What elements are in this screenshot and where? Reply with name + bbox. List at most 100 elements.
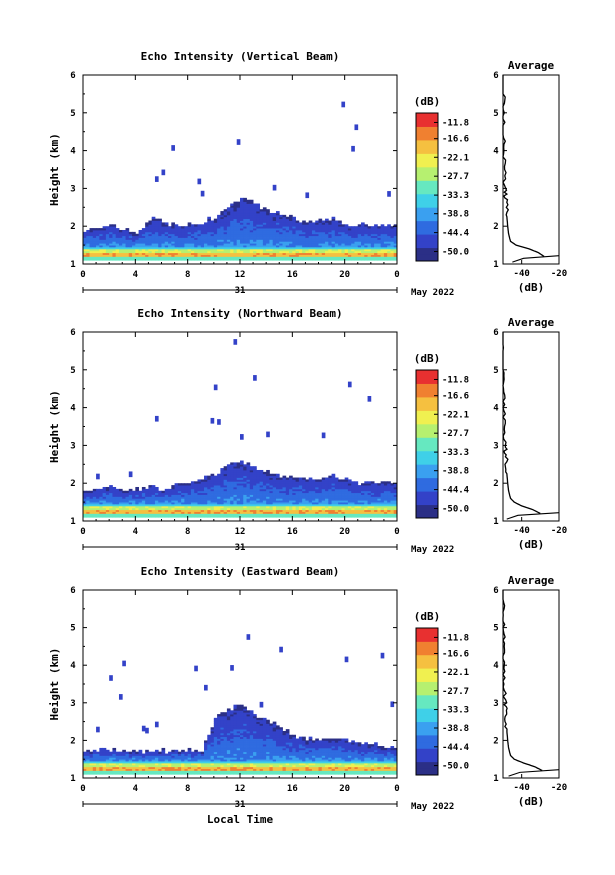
heatmap-cell [354, 233, 359, 237]
heatmap-cell [275, 250, 280, 254]
heatmap-cell [393, 228, 398, 231]
heatmap-cell [367, 235, 372, 238]
heatmap-cell [246, 256, 251, 259]
heatmap-cell [334, 513, 339, 516]
heatmap-cell [233, 475, 238, 478]
heatmap-cell [374, 252, 378, 255]
heatmap-cell [151, 486, 156, 490]
heatmap-cell [102, 496, 107, 499]
heatmap-cell [393, 503, 398, 507]
heatmap-cell [171, 515, 175, 518]
heatmap-cell [122, 503, 126, 507]
heatmap-cell [374, 258, 378, 261]
heatmap-cell [341, 229, 346, 233]
heatmap-cell [298, 511, 303, 514]
heatmap-cell [318, 239, 323, 242]
heatmap-cell [174, 235, 179, 238]
heatmap-cell [374, 485, 378, 488]
heatmap-cell [361, 254, 365, 257]
heatmap-cell [321, 245, 326, 248]
heatmap-cell [272, 473, 277, 477]
heatmap-cell [315, 481, 319, 484]
heatmap-cell [305, 488, 310, 492]
heatmap-cell [311, 248, 316, 252]
heatmap-cell [223, 486, 228, 490]
heatmap-cell [338, 483, 342, 486]
heatmap-cell [321, 490, 326, 494]
heatmap-cell [233, 721, 238, 724]
heatmap-cell [243, 241, 247, 244]
heatmap-cell [328, 222, 332, 225]
heatmap-cell [380, 503, 385, 507]
heatmap-cell [190, 505, 195, 509]
heatmap-cell [233, 762, 238, 766]
heatmap-cell [240, 239, 244, 242]
heatmap-cell [204, 770, 208, 773]
heatmap-cell [115, 764, 120, 768]
heatmap-cell [370, 241, 375, 244]
heatmap-cell [289, 218, 293, 221]
heatmap-cell [374, 226, 378, 229]
heatmap-cell [213, 772, 218, 775]
heatmap-cell [125, 509, 130, 512]
average-title: Average [508, 59, 555, 72]
heatmap-cell [207, 496, 211, 499]
heatmap-cell [177, 498, 182, 501]
heatmap-cell [279, 488, 283, 492]
heatmap-cell [99, 759, 104, 762]
heatmap-cell [161, 759, 166, 762]
heatmap-cell [213, 502, 218, 505]
heatmap-cell [109, 486, 113, 490]
heatmap-cell [187, 483, 192, 486]
heatmap-cell [383, 496, 388, 499]
heatmap-cell [168, 761, 172, 764]
heatmap-cell [213, 736, 218, 739]
heatmap-cell [194, 749, 198, 753]
heatmap-cell [220, 233, 225, 237]
heatmap-cell [190, 764, 195, 768]
heatmap-cell [361, 258, 365, 261]
heatmap-cell [148, 768, 153, 771]
heatmap-cell [154, 228, 159, 231]
heatmap-cell [204, 483, 208, 486]
heatmap-cell [217, 721, 221, 724]
heatmap-cell [230, 732, 234, 736]
heatmap-cell [298, 248, 303, 252]
heatmap-cell [253, 205, 257, 208]
colorbar-swatch [416, 153, 438, 161]
heatmap-cell [282, 220, 287, 223]
heatmap-cell [374, 488, 378, 492]
heatmap-cell [266, 496, 270, 499]
heatmap-cell [112, 241, 117, 244]
heatmap-cell [230, 477, 234, 480]
heatmap-cell [217, 486, 221, 490]
heatmap-cell [347, 505, 352, 509]
heatmap-cell [223, 712, 228, 715]
heatmap-cell [181, 502, 185, 505]
heatmap-cell [266, 226, 270, 229]
heatmap-cell [204, 228, 208, 231]
heatmap-cell [233, 715, 238, 719]
heatmap-cell [207, 248, 211, 252]
heatmap-cell [249, 486, 254, 490]
heatmap-cell [194, 231, 198, 235]
heatmap-cell [220, 481, 225, 484]
heatmap-cell [253, 256, 257, 259]
heatmap-cell [259, 235, 264, 238]
heatmap-cell [184, 486, 189, 490]
heatmap-cell [115, 759, 120, 762]
heatmap-cell [246, 216, 251, 220]
heatmap-cell [256, 258, 261, 261]
heatmap-cell [105, 505, 110, 509]
heatmap-cell [380, 258, 385, 261]
heatmap-cell [334, 509, 339, 512]
heatmap-cell [285, 254, 290, 257]
heatmap-cell [377, 488, 382, 492]
noise-cell [217, 419, 221, 425]
heatmap-cell [223, 237, 228, 240]
heatmap-cell [289, 226, 293, 229]
heatmap-cell [285, 245, 290, 248]
heatmap-cell [275, 479, 280, 482]
heatmap-cell [262, 503, 267, 507]
heatmap-cell [92, 761, 97, 764]
